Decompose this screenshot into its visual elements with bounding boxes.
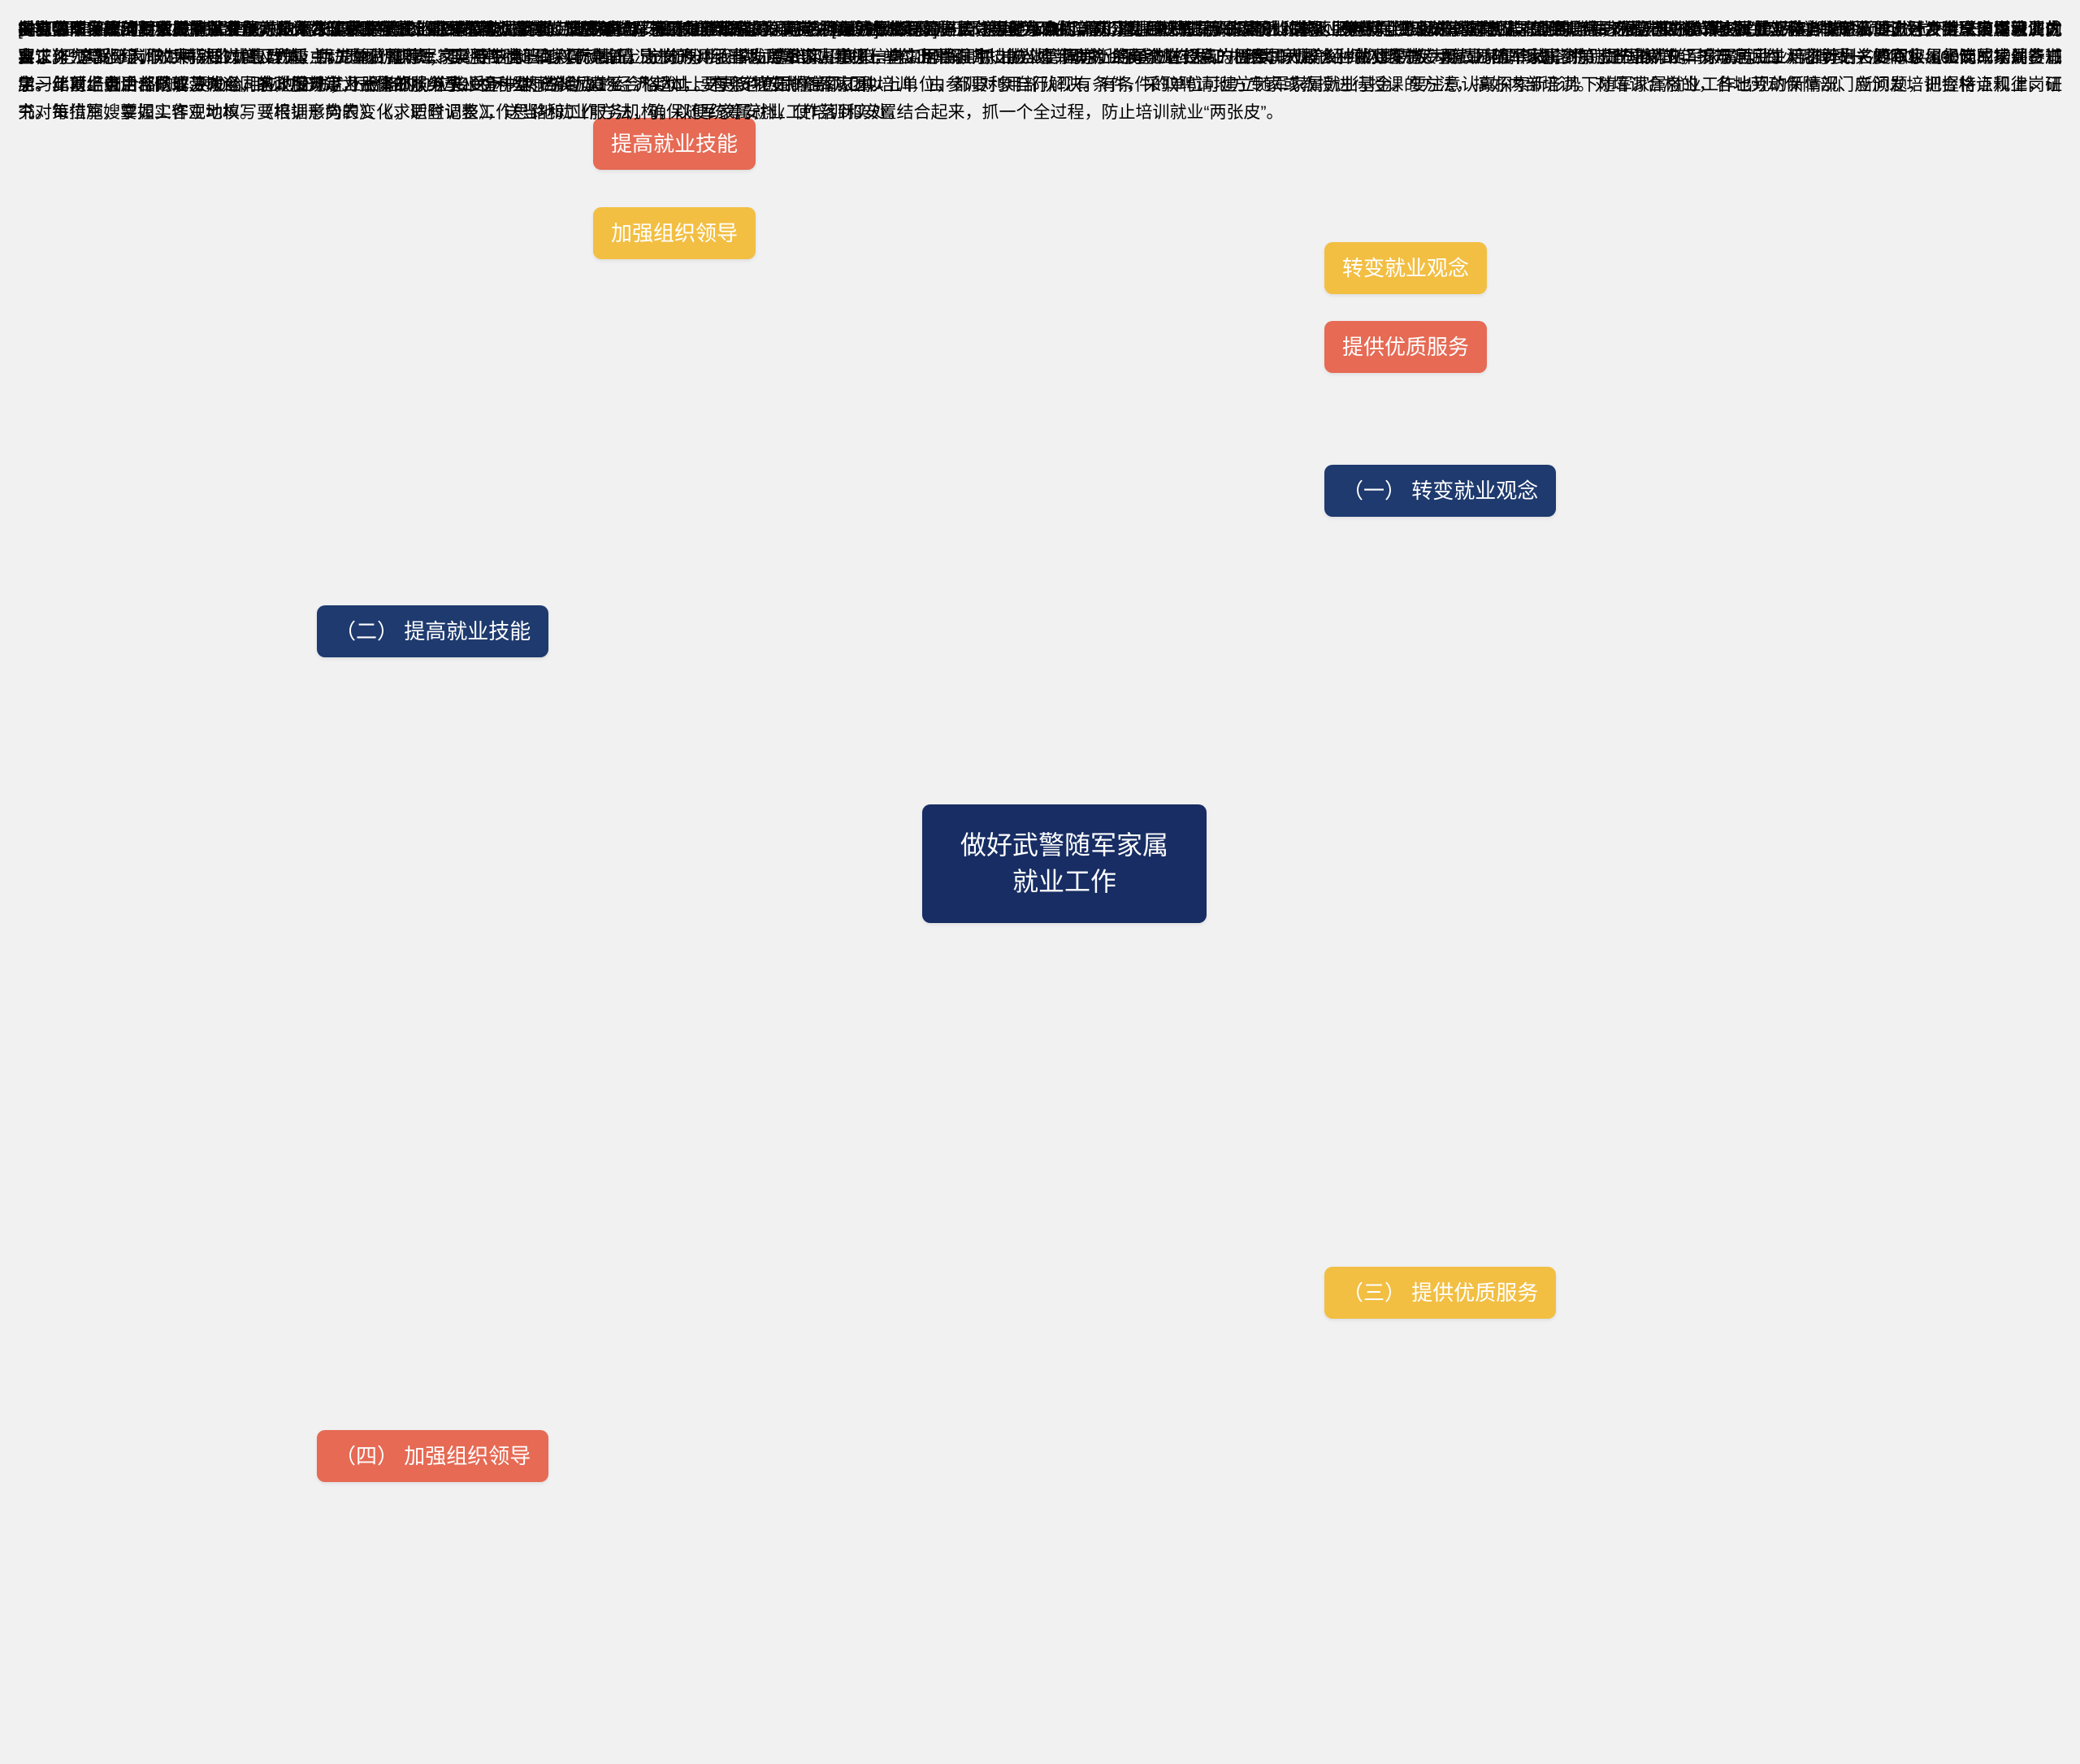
section-1-node: （一） 转变就业观念 [1324, 465, 1556, 517]
tag-transform-concept: 转变就业观念 [1324, 242, 1487, 294]
section-2-node: （二） 提高就业技能 [317, 605, 548, 657]
section-4-node: （四） 加强组织领导 [317, 1430, 548, 1482]
section-3-node: （三） 提供优质服务 [1324, 1267, 1556, 1319]
root-node: 做好武警随军家属就业工作 [922, 804, 1207, 923]
section-4-para-b: [详见福建省劳动厅、武警福建省总队《关于做好武警部队随军家属就业工作的通知》（1… [0, 0, 956, 60]
tag-strengthen-leadership: 加强组织领导 [593, 207, 756, 259]
tag-quality-service: 提供优质服务 [1324, 321, 1487, 373]
